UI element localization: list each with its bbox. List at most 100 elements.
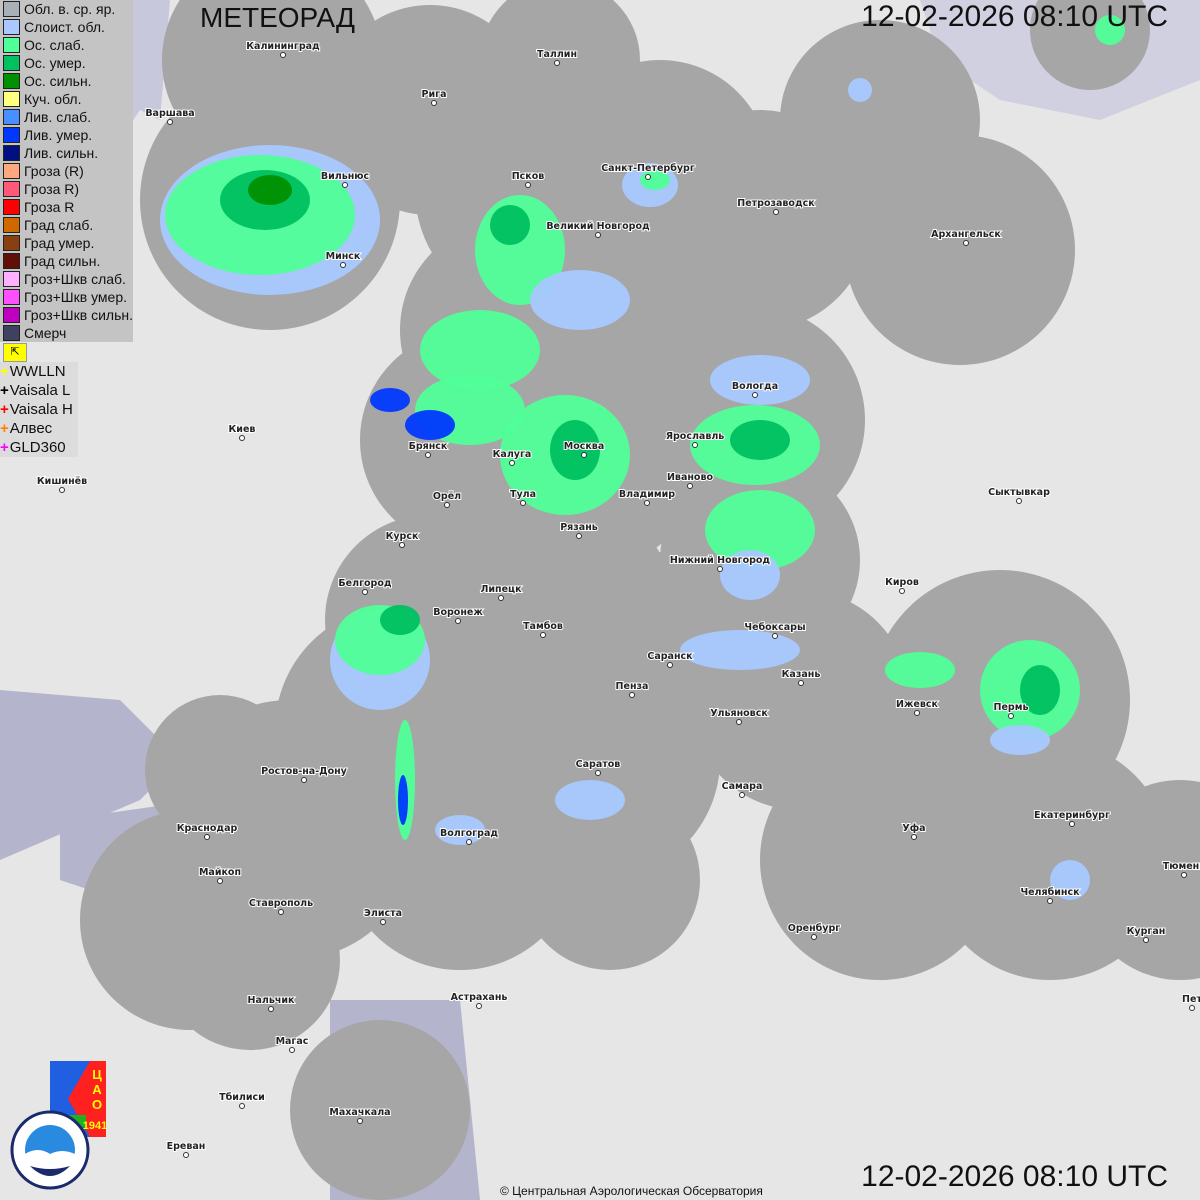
city-marker: Ереван [166,1140,206,1158]
city-marker: Санкт-Петербург [600,162,696,180]
app-title: МЕТЕОРАД [200,2,355,33]
city-dot-icon [520,500,526,506]
lightning-source-item: +Алвес [0,419,78,438]
precipitation-area [680,630,800,670]
city-marker: Волгоград [439,827,499,845]
city-dot-icon [268,1006,274,1012]
city-label: Архангельск [931,229,1001,240]
svg-text:Ц: Ц [92,1067,102,1082]
legend-item: Гроз+Шкв слаб. [0,270,133,288]
city-label: Тюмень [1163,861,1200,872]
city-dot-icon [1143,937,1149,943]
city-dot-icon [217,878,223,884]
city-label: Москва [564,441,604,452]
city-marker: Вильнюс [320,170,370,188]
city-marker: Киров [884,576,920,594]
legend-swatch [3,163,20,179]
legend-label: Ос. умер. [24,55,86,71]
city-marker: Иваново [666,471,714,489]
city-label: Санкт-Петербург [601,163,695,174]
legend-label: Куч. обл. [24,91,82,107]
legend-label: Гроза (R) [24,163,84,179]
legend-label: Лив. слаб. [24,109,92,125]
precipitation-area [720,550,780,600]
city-dot-icon [183,1152,189,1158]
legend-item: Град сильн. [0,252,133,270]
city-dot-icon [811,934,817,940]
city-dot-icon [576,533,582,539]
city-label: Великий Новгород [546,221,650,232]
city-dot-icon [687,483,693,489]
city-label: Пет [1182,994,1200,1005]
lightning-sources-legend: +WWLLN +Vaisala L +Vaisala H +Алвес +GLD360 [0,362,78,457]
legend-swatch [3,37,20,53]
city-label: Тамбов [523,621,563,632]
city-marker: Чебоксары [743,621,807,639]
legend-item: Слоист. обл. [0,18,133,36]
city-marker: Саранск [646,650,694,668]
legend-item: Куч. обл. [0,90,133,108]
city-dot-icon [752,392,758,398]
city-label: Вологда [732,381,778,392]
city-marker: Псков [511,170,545,188]
lightning-cross-icon: + [0,439,9,456]
city-label: Тбилиси [219,1092,265,1103]
precipitation-area [885,652,955,688]
city-label: Владимир [619,489,675,500]
legend-swatch [3,235,20,251]
city-dot-icon [301,777,307,783]
city-label: Екатеринбург [1034,810,1110,821]
city-marker: Калининград [245,40,321,58]
city-label: Белгород [338,578,391,589]
legend-label: Гроз+Шкв слаб. [24,271,126,287]
legend-item: Ос. слаб. [0,36,133,54]
city-label: Ереван [167,1141,206,1152]
city-label: Петрозаводск [737,198,815,209]
city-dot-icon [554,60,560,66]
lightning-cross-icon: + [0,401,9,418]
precipitation-area [730,420,790,460]
lightning-cross-icon: + [0,382,9,399]
legend-label: Гроз+Шкв умер. [24,289,128,305]
city-marker: Астрахань [450,991,508,1009]
legend-swatch [3,199,20,215]
precipitation-area [1050,860,1090,900]
city-marker: Уфа [901,822,927,840]
city-dot-icon [595,770,601,776]
city-label: Челябинск [1020,887,1080,898]
city-dot-icon [914,710,920,716]
city-label: Нальчик [248,995,296,1006]
legend-item: Град слаб. [0,216,133,234]
lightning-source-label: Алвес [9,420,53,437]
city-marker: Саратов [575,758,621,776]
city-label: Тула [510,489,536,500]
legend-label: Ос. сильн. [24,73,92,89]
lightning-source-label: WWLLN [9,363,66,380]
legend-item: Град умер. [0,234,133,252]
city-marker: Тюмень [1162,860,1200,878]
city-label: Саранск [647,651,693,662]
city-label: Таллин [537,49,577,60]
city-label: Пенза [616,681,649,692]
city-marker: Магас [275,1035,309,1053]
city-dot-icon [899,588,905,594]
city-label: Саратов [576,759,621,770]
city-dot-icon [476,1003,482,1009]
svg-text:А: А [92,1082,102,1097]
city-dot-icon [736,719,742,725]
city-dot-icon [1069,821,1075,827]
city-label: Липецк [480,584,522,595]
city-dot-icon [1047,898,1053,904]
city-marker: Варшава [144,107,196,125]
lightning-source-item: +Vaisala L [0,381,78,400]
city-label: Самара [722,781,763,792]
legend-label: Смерч [24,325,67,341]
city-marker: Рига [421,88,448,106]
legend-label: Обл. в. ср. яр. [24,1,116,17]
legend-item: Гроза R) [0,180,133,198]
city-marker: Пермь [993,701,1029,719]
lightning-flag-icon[interactable]: ⇱ [3,343,27,362]
city-dot-icon [773,209,779,215]
city-label: Уфа [902,823,925,834]
